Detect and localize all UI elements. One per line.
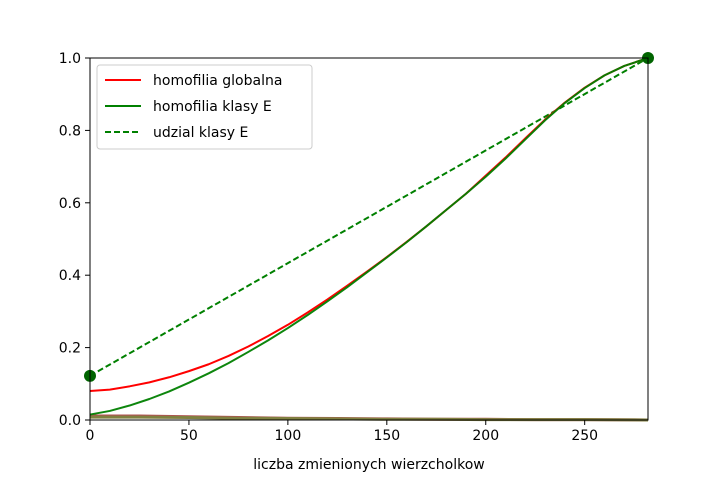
x-tick-label: 0: [86, 428, 95, 444]
legend-label-homofilia-klasy-e: homofilia klasy E: [153, 99, 272, 115]
x-tick-label: 50: [180, 428, 198, 444]
x-tick-label: 100: [275, 428, 302, 444]
y-tick-label: 1.0: [59, 51, 81, 67]
x-tick-label: 150: [373, 428, 400, 444]
legend: homofilia globalna homofilia klasy E udz…: [96, 64, 313, 150]
plot-frame: [89, 57, 649, 421]
x-axis-label: liczba zmienionych wierzcholkow: [253, 457, 484, 473]
y-axis-ticks: 0.0 0.2 0.4 0.6 0.8 1.0: [59, 51, 90, 429]
x-axis-ticks: 0 50 100 150 200 250: [86, 420, 598, 444]
y-tick-label: 0.2: [59, 341, 81, 357]
legend-label-homofilia-globalna: homofilia globalna: [153, 73, 282, 89]
y-tick-label: 0.4: [59, 268, 81, 284]
y-tick-label: 0.6: [59, 196, 81, 212]
legend-label-udzial-klasy-e: udzial klasy E: [153, 125, 248, 141]
y-tick-label: 0.8: [59, 123, 81, 139]
x-tick-label: 250: [571, 428, 598, 444]
x-tick-label: 200: [472, 428, 499, 444]
legend-box: [96, 64, 313, 150]
series-line-homofilia-klasy-E: [89, 57, 649, 416]
y-tick-label: 0.0: [59, 413, 81, 429]
